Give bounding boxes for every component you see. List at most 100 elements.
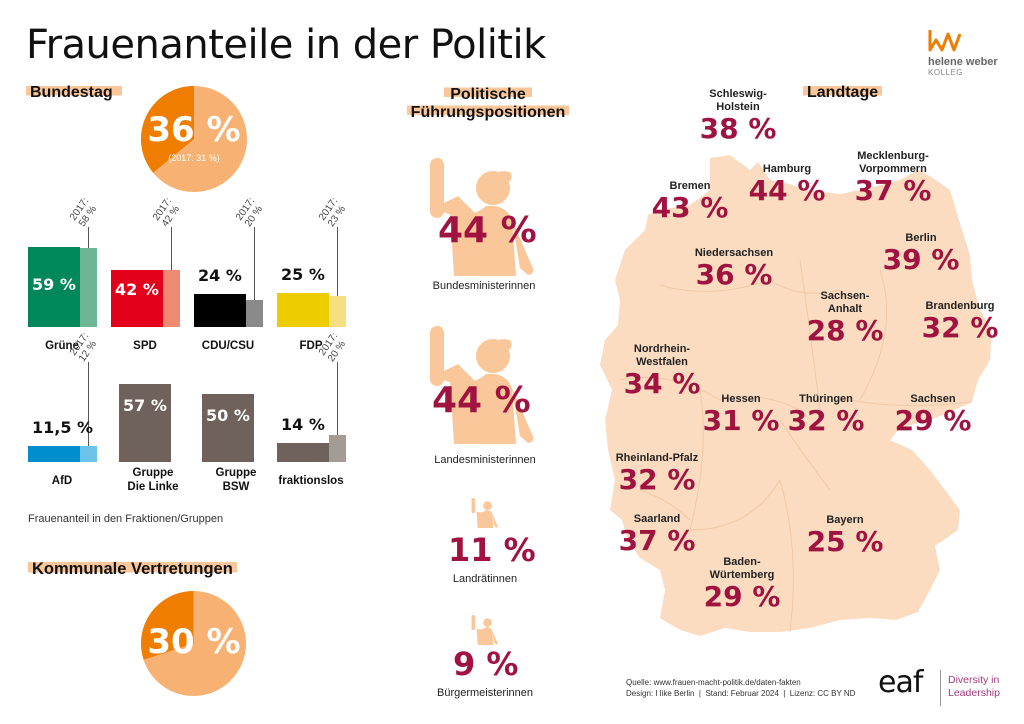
state-12: Rheinland-Pfalz 32 % — [597, 452, 717, 496]
bundestag-previous: (2017: 31 %) — [168, 153, 220, 163]
party-label: CDU/CSU — [201, 340, 255, 352]
party-label: Gruppe BSW — [215, 467, 257, 494]
state-value: 38 % — [699, 112, 777, 146]
bar-2024 — [111, 269, 163, 327]
bar-2017 — [329, 295, 346, 327]
buergermeisterinnen-label: Bürgermeisterinnen — [437, 687, 533, 699]
eaf-tagline-2: Leadership — [948, 687, 1000, 700]
bundestag-pie — [141, 86, 247, 192]
woman-raising-hand-icon-small — [471, 498, 498, 528]
kommunal-pie — [141, 591, 246, 696]
bar-2024 — [277, 442, 329, 462]
fuehrung-heading: Politische Führungspositionen — [398, 86, 578, 122]
bar-value-label: 50 % — [206, 406, 250, 425]
woman-raising-hand-icon — [430, 158, 534, 276]
state-name: Berlin — [905, 232, 937, 244]
state-name: Brandenburg — [925, 300, 995, 312]
bundesministerinnen-value: 44 % — [438, 210, 537, 251]
state-5: Niedersachsen 36 % — [674, 247, 794, 291]
woman-raising-hand-icon-small — [471, 615, 498, 645]
logo-divider — [940, 670, 941, 706]
landesministerinnen-label: Landesministerinnen — [434, 454, 536, 466]
state-value: 37 % — [618, 524, 696, 558]
state-14: Bayern 25 % — [785, 514, 905, 558]
state-3: Bremen 43 % — [630, 180, 750, 224]
state-name: Sachsen- Anhalt — [820, 290, 870, 316]
state-name: Hessen — [721, 393, 761, 405]
bar-2017 — [163, 269, 180, 327]
state-value: 44 % — [748, 174, 826, 208]
state-4: Berlin 39 % — [861, 232, 981, 276]
state-11: Sachsen 29 % — [873, 393, 993, 437]
logo-name: helene weber — [928, 56, 998, 68]
state-value: 43 % — [651, 191, 729, 225]
bar-value-label: 24 % — [198, 266, 242, 286]
state-name: Sachsen — [910, 393, 956, 405]
state-value: 34 % — [623, 367, 701, 401]
bar-2024 — [28, 246, 80, 327]
source-text: Quelle: www.frauen-macht-politik.de/date… — [626, 678, 801, 687]
landtage-heading: Landtage — [803, 84, 883, 102]
bar-2024 — [194, 294, 246, 327]
bar-2024 — [202, 394, 254, 462]
credits-text: Design: I like Berlin | Stand: Februar 2… — [626, 689, 856, 698]
bar-2017 — [80, 445, 97, 462]
state-value: 28 % — [806, 314, 884, 348]
bar-value-label: 14 % — [281, 414, 325, 434]
eaf-logo: eaf — [878, 665, 923, 700]
state-10: Thüringen 32 % — [766, 393, 886, 437]
kommunal-value: 30 % — [147, 622, 241, 662]
bar-2024 — [28, 446, 80, 462]
state-8: Nordrhein- Westfalen 34 % — [602, 343, 722, 400]
bar-2017 — [80, 248, 97, 327]
landesministerinnen-value: 44 % — [432, 380, 531, 421]
state-value: 32 % — [787, 404, 865, 438]
state-name: Hamburg — [762, 163, 812, 175]
state-value: 37 % — [854, 174, 932, 208]
bundestag-value: 36 % — [147, 110, 241, 150]
party-label: SPD — [133, 340, 157, 352]
state-name: Thüringen — [799, 393, 853, 405]
kommunal-heading: Kommunale Vertretungen — [28, 560, 237, 579]
fuehrung-heading-line2: Führungspositionen — [406, 104, 570, 121]
pie-slice-women — [141, 86, 194, 173]
state-15: Baden- Würtemberg 29 % — [682, 556, 802, 613]
eaf-tagline: Diversity in Leadership — [948, 674, 1000, 700]
state-1: Hamburg 44 % — [727, 163, 847, 207]
state-value: 29 % — [703, 580, 781, 614]
bar-2024 — [277, 293, 329, 327]
state-13: Saarland 37 % — [597, 513, 717, 557]
bundestag-heading: Bundestag — [26, 84, 122, 102]
bar-value-label: 11,5 % — [32, 418, 94, 438]
leader-line — [88, 362, 89, 446]
state-name: Mecklenburg- Vorpommern — [857, 150, 929, 176]
hw-logo-icon — [928, 30, 962, 52]
state-value: 32 % — [921, 311, 999, 345]
landraetinnen-value: 11 % — [448, 531, 536, 569]
bar-2024 — [119, 384, 171, 462]
bar-2017 — [329, 434, 346, 462]
state-value: 39 % — [882, 243, 960, 277]
germany-map — [600, 155, 992, 636]
fuehrung-heading-line1: Politische — [444, 86, 532, 103]
bar-2017 — [246, 299, 263, 327]
state-name: Rheinland-Pfalz — [615, 452, 699, 464]
state-name: Bayern — [826, 514, 864, 526]
state-value: 32 % — [618, 463, 696, 497]
state-name: Schleswig- Holstein — [709, 88, 767, 114]
state-6: Sachsen- Anhalt 28 % — [785, 290, 905, 347]
leader-line — [254, 227, 255, 300]
party-label: AfD — [51, 475, 73, 487]
bundesministerinnen-label: Bundesministerinnen — [432, 280, 536, 292]
woman-raising-hand-icon — [430, 326, 534, 444]
state-value: 29 % — [894, 404, 972, 438]
state-9: Hessen 31 % — [681, 393, 801, 437]
party-label: Grüne — [45, 340, 79, 352]
state-name: Baden- Würtemberg — [709, 556, 775, 582]
state-name: Niedersachsen — [694, 247, 774, 259]
leader-line — [88, 227, 89, 249]
party-label: FDP — [299, 340, 323, 352]
state-name: Saarland — [633, 513, 681, 525]
helene-weber-logo: helene weber KOLLEG — [928, 28, 1008, 77]
